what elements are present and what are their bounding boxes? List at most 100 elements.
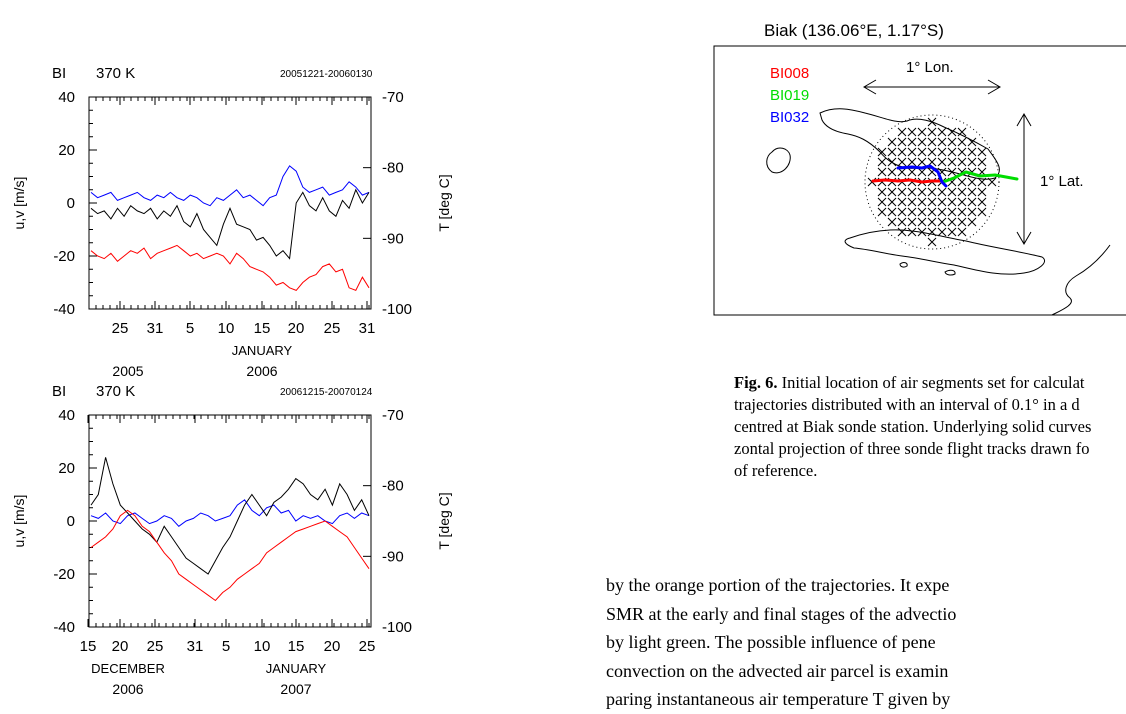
legend-bi032: BI032: [770, 109, 809, 126]
initial-location-grid: [867, 117, 997, 247]
sonde-flight-tracks: [871, 164, 1019, 188]
grid-cross: [907, 187, 917, 197]
grid-cross: [887, 197, 897, 207]
grid-cross: [947, 217, 957, 227]
y-tick-label: 40: [58, 407, 75, 424]
grid-cross: [957, 147, 967, 157]
grid-cross: [917, 137, 927, 147]
y-tick-label: -40: [53, 619, 75, 636]
grid-cross: [927, 117, 937, 127]
y-tick-label: 20: [58, 460, 75, 477]
grid-cross: [877, 197, 887, 207]
grid-cross: [897, 207, 907, 217]
grid-cross: [887, 147, 897, 157]
grid-cross: [967, 177, 977, 187]
grid-cross: [957, 227, 967, 237]
bottom-time-series-panel: BI 370 K 20061215-20070124 -40 -20 0 20 40 -70 -8…: [11, 383, 452, 697]
legend-bi008: BI008: [770, 65, 809, 82]
track-bi032: [896, 164, 948, 188]
lat-scale-arrow: [1016, 113, 1032, 245]
grid-cross: [927, 137, 937, 147]
grid-cross: [937, 147, 947, 157]
caption-fig-label: Fig. 6.: [734, 373, 778, 392]
x-tick-label: 20: [288, 320, 305, 337]
body-line: SMR at the early and final stages of the…: [606, 603, 957, 624]
year-label: 2006: [246, 363, 277, 379]
grid-cross: [927, 227, 937, 237]
grid-cross: [877, 207, 887, 217]
series-line-0: [90, 499, 370, 527]
x-tick-label: 5: [186, 320, 194, 337]
grid-cross: [937, 187, 947, 197]
grid-cross: [917, 197, 927, 207]
track-bi008: [871, 178, 942, 184]
y-tick-label: -40: [53, 301, 75, 318]
y2-tick-label: -100: [382, 301, 412, 318]
x-tick-label: 25: [324, 320, 341, 337]
series-line-0: [90, 165, 370, 207]
series-line-1: [90, 188, 370, 260]
grid-cross: [907, 127, 917, 137]
grid-cross: [947, 227, 957, 237]
plot-frame: [88, 96, 372, 310]
grid-cross: [927, 127, 937, 137]
grid-cross: [957, 187, 967, 197]
grid-cross: [927, 217, 937, 227]
top-time-series-panel: BI 370 K 20051221-20060130 -40 -20 0 20 40 -70 -8…: [11, 65, 452, 379]
x-tick-label: 15: [254, 320, 271, 337]
track-bi019: [941, 170, 1019, 184]
grid-cross: [977, 177, 987, 187]
grid-cross: [887, 167, 897, 177]
grid-cross: [887, 137, 897, 147]
grid-cross: [977, 147, 987, 157]
release-disk: [864, 114, 1000, 250]
grid-cross: [907, 167, 917, 177]
grid-cross: [977, 157, 987, 167]
caption-line: zontal projection of three sonde flight …: [734, 439, 1090, 458]
grid-cross: [887, 217, 897, 227]
series-line-1: [90, 457, 370, 575]
month-label: DECEMBER: [91, 661, 165, 676]
grid-cross: [877, 167, 887, 177]
grid-cross: [967, 187, 977, 197]
grid-cross: [937, 227, 947, 237]
grid-cross: [897, 217, 907, 227]
wind-temperature-figure: BI 370 K 20051221-20060130 -40 -20 0 20 40 -70 -8…: [11, 65, 452, 697]
x-tick-label: 25: [112, 320, 129, 337]
figure-caption: Fig. 6. Initial location of air segments…: [734, 372, 1126, 482]
grid-cross: [907, 217, 917, 227]
y2-tick-label: -70: [382, 407, 404, 424]
grid-cross: [927, 187, 937, 197]
y2-tick-label: -80: [382, 478, 404, 495]
grid-cross: [897, 137, 907, 147]
y2-tick-label: -70: [382, 89, 404, 106]
grid-cross: [957, 157, 967, 167]
lon-scale-label: 1° Lon.: [906, 59, 954, 76]
grid-cross: [907, 137, 917, 147]
body-paragraph: by the orange portion of the trajectorie…: [606, 571, 1126, 714]
grid-cross: [897, 227, 907, 237]
grid-cross: [907, 157, 917, 167]
grid-cross: [957, 137, 967, 147]
legend-bi019: BI019: [770, 87, 809, 104]
grid-cross: [947, 147, 957, 157]
plot-frame: [88, 414, 372, 628]
y2-axis-title: T [deg C]: [436, 174, 452, 231]
grid-cross: [907, 147, 917, 157]
grid-cross: [927, 197, 937, 207]
grid-cross: [967, 207, 977, 217]
grid-cross: [917, 187, 927, 197]
grid-cross: [897, 157, 907, 167]
grid-cross: [967, 217, 977, 227]
grid-cross: [937, 157, 947, 167]
grid-cross: [927, 237, 937, 247]
y-tick-label: 20: [58, 142, 75, 159]
y-tick-label: 0: [67, 513, 75, 530]
map-frame: [713, 45, 1126, 316]
month-label: JANUARY: [232, 343, 293, 358]
x-tick-label: 31: [359, 320, 376, 337]
grid-cross: [947, 167, 957, 177]
grid-cross: [947, 187, 957, 197]
caption-line: trajectories distributed with an interva…: [734, 395, 1080, 414]
grid-cross: [887, 157, 897, 167]
